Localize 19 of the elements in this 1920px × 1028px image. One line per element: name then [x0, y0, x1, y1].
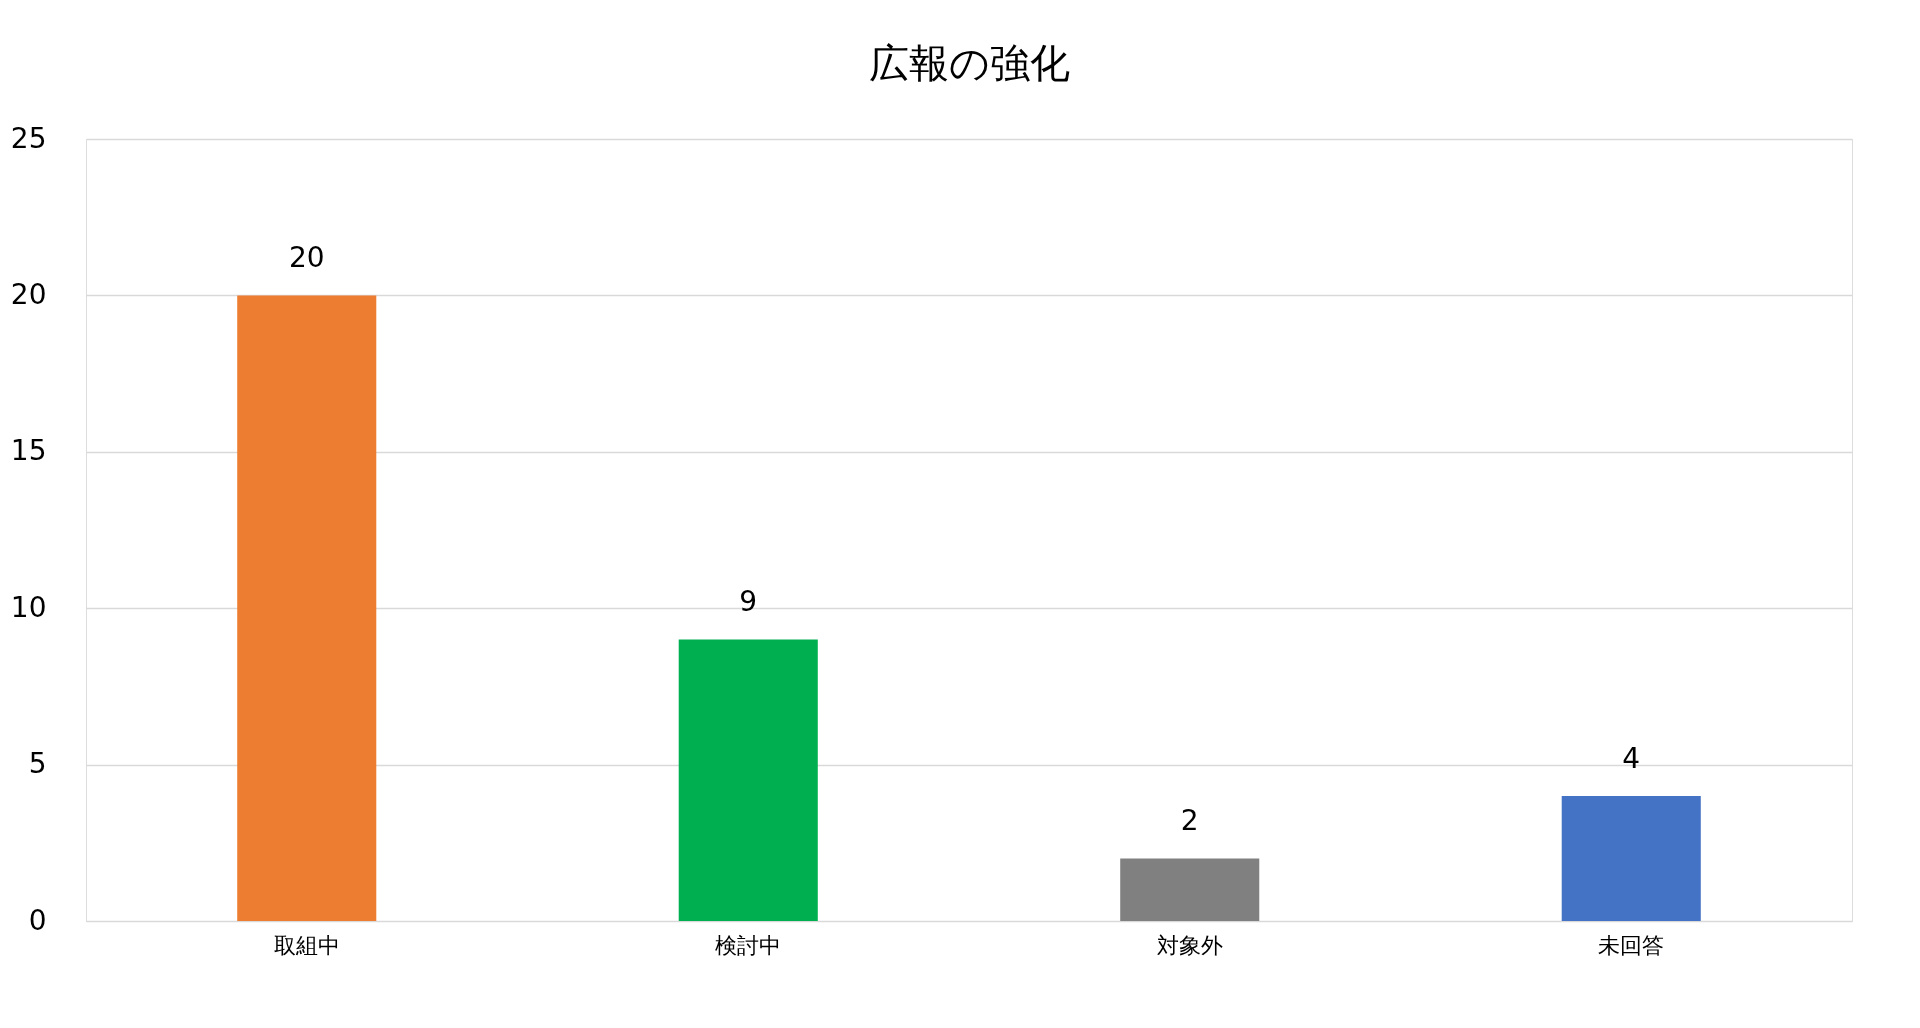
- y-tick-label: 5: [28, 747, 47, 781]
- y-tick-label: 20: [10, 277, 47, 311]
- x-tick-label: 対象外: [1156, 932, 1223, 958]
- data-label: 9: [739, 585, 758, 619]
- x-tick-label: 未回答: [1598, 932, 1665, 958]
- data-label: 4: [1622, 741, 1641, 775]
- data-label: 2: [1180, 804, 1199, 838]
- bar: [1120, 858, 1260, 921]
- bar: [1561, 795, 1701, 921]
- bar: [678, 639, 818, 921]
- y-tick-label: 25: [10, 121, 47, 155]
- bar: [237, 295, 377, 921]
- x-tick-label: 検討中: [715, 932, 782, 958]
- y-tick-label: 15: [10, 434, 47, 468]
- data-label: 20: [288, 241, 325, 275]
- x-tick-label: 取組中: [273, 932, 340, 958]
- chart-title: 広報の強化: [868, 40, 1070, 86]
- y-tick-label: 10: [10, 590, 47, 624]
- y-tick-label: 0: [28, 903, 47, 937]
